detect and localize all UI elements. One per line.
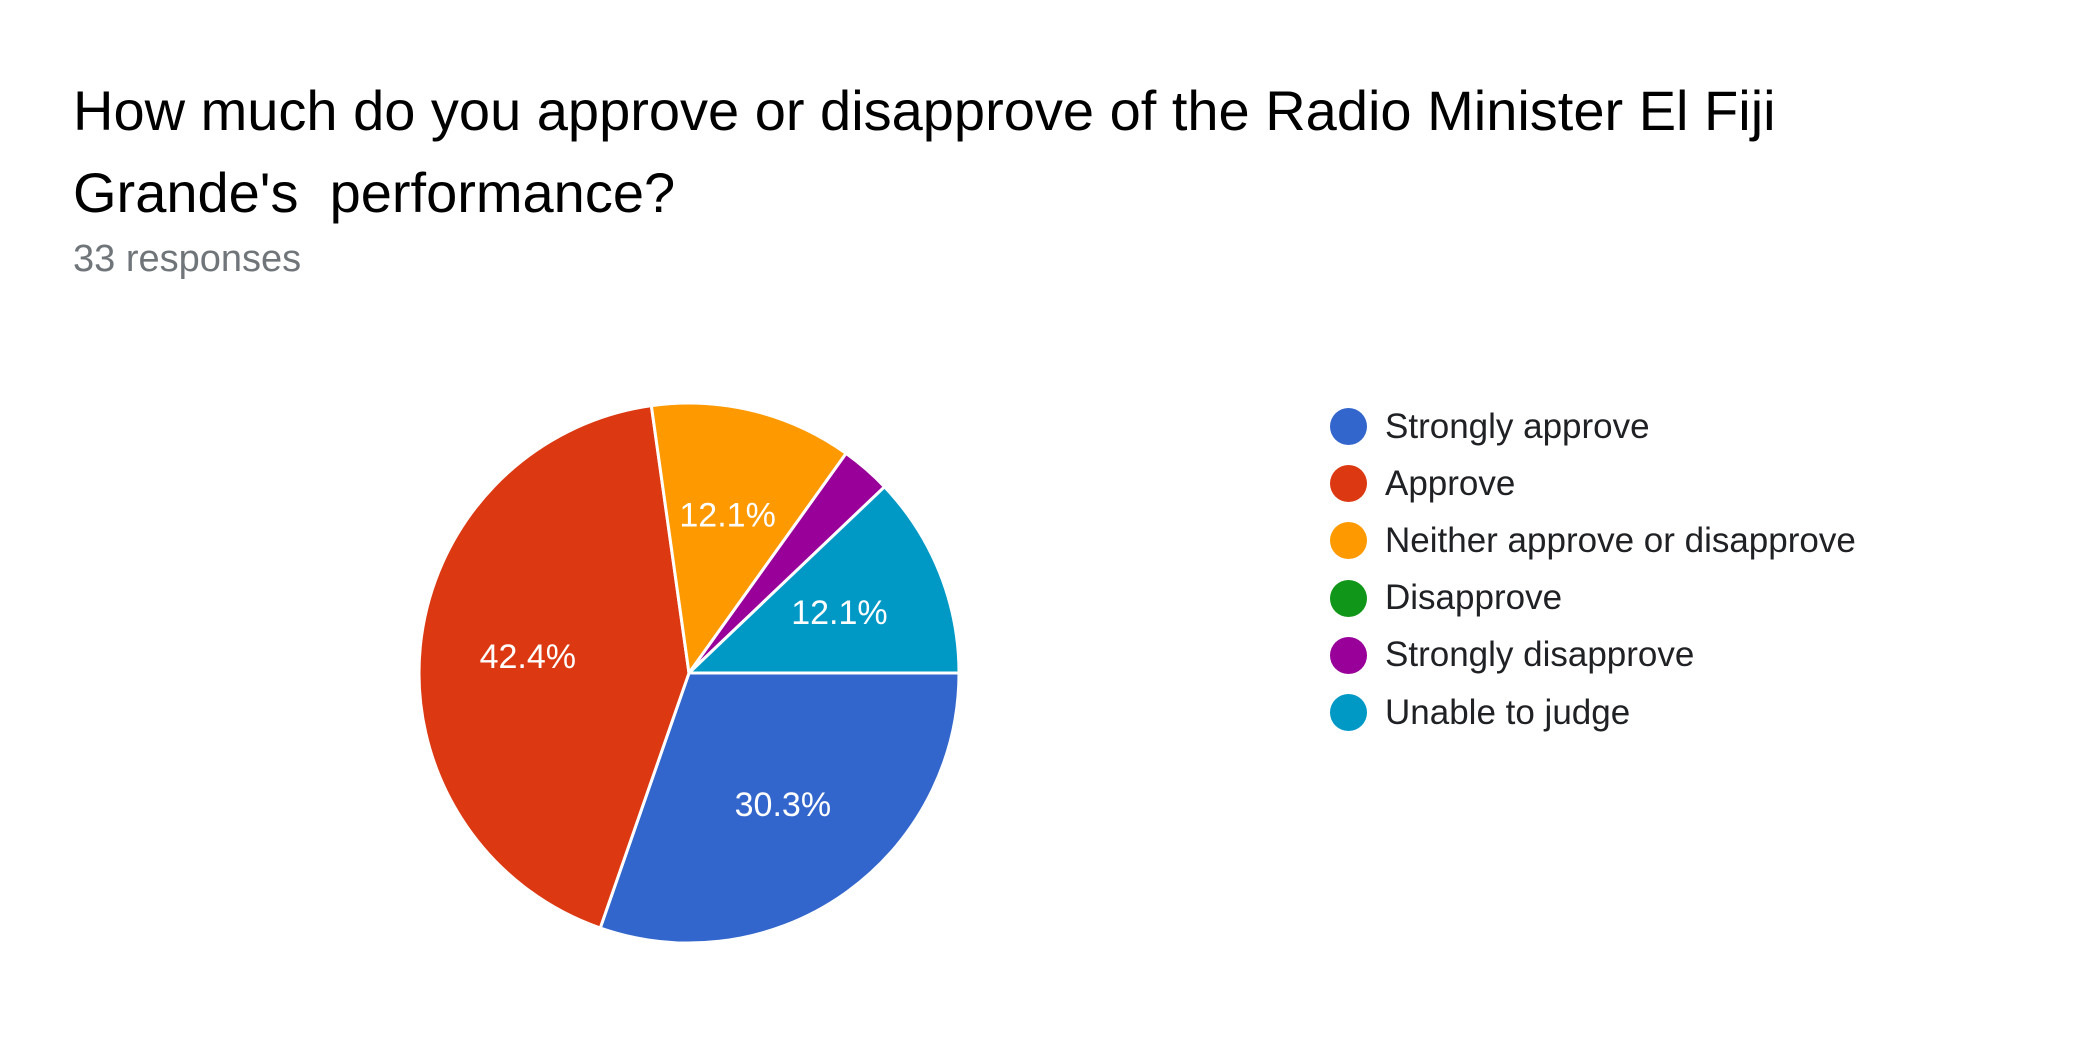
- pie-slice-approve[interactable]: [417, 404, 691, 930]
- slice-label-strongly-approve: 30.3%: [735, 786, 831, 824]
- legend-item-strongly-approve[interactable]: Strongly approve: [1330, 398, 1856, 455]
- pie-slice-strongly-approve[interactable]: [598, 671, 961, 945]
- legend-swatch: [1330, 408, 1367, 446]
- legend-item-disapprove[interactable]: Disapprove: [1330, 570, 1856, 627]
- legend-label: Strongly disapprove: [1385, 635, 1695, 675]
- pie-slice-neither-approve-or-disapprove[interactable]: [649, 401, 848, 675]
- pie-slice-unable-to-judge[interactable]: [687, 485, 961, 675]
- legend-label: Strongly approve: [1385, 406, 1650, 446]
- legend-swatch: [1330, 636, 1367, 674]
- response-count: 33 responses: [73, 238, 302, 280]
- legend-swatch: [1330, 579, 1367, 617]
- legend-item-strongly-disapprove[interactable]: Strongly disapprove: [1330, 627, 1856, 684]
- legend-swatch: [1330, 465, 1367, 503]
- legend-swatch: [1330, 522, 1367, 560]
- legend-label: Neither approve or disapprove: [1385, 520, 1856, 560]
- legend-item-approve[interactable]: Approve: [1330, 455, 1856, 512]
- chart-legend: Strongly approve Approve Neither approve…: [1330, 398, 1856, 741]
- chart-title: How much do you approve or disapprove of…: [73, 79, 1792, 224]
- legend-label: Disapprove: [1385, 578, 1563, 618]
- chart-header: How much do you approve or disapprove of…: [73, 70, 1973, 284]
- legend-item-neither[interactable]: Neither approve or disapprove: [1330, 512, 1856, 569]
- pie-slice-labels: 30.3% 42.4% 12.1% 12.1%: [480, 497, 888, 824]
- slice-label-approve: 42.4%: [480, 638, 576, 676]
- legend-swatch: [1330, 694, 1367, 732]
- slice-label-unable-to-judge: 12.1%: [791, 594, 887, 632]
- pie-slices: [417, 401, 961, 945]
- legend-item-unable-to-judge[interactable]: Unable to judge: [1330, 684, 1856, 741]
- legend-label: Approve: [1385, 463, 1516, 503]
- legend-label: Unable to judge: [1385, 692, 1631, 732]
- slice-label-neither-approve-or-disapprove: 12.1%: [679, 497, 775, 535]
